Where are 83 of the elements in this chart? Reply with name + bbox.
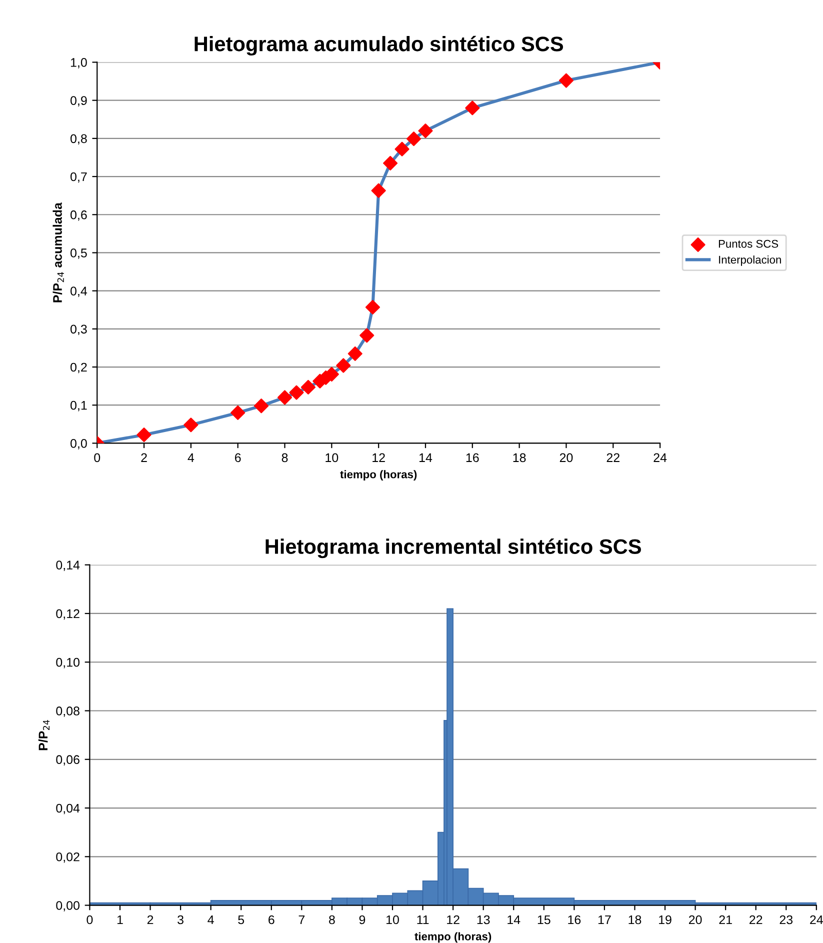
x-tick-label: 7 [298,915,305,924]
x-axis-title: tiempo (horas) [340,470,417,480]
point [371,183,386,198]
y-tick-label: 0,1 [70,400,87,412]
point [394,142,410,156]
x-tick-label: 22 [750,915,762,924]
point [383,156,398,170]
point [277,390,292,405]
x-tick-label: 22 [606,453,620,462]
x-tick-label: 24 [810,915,823,924]
x-tick-label: 24 [654,453,667,462]
x-tick-label: 11 [417,915,429,924]
y-tick-label: 0,08 [56,706,80,717]
x-tick-label: 10 [326,453,338,462]
y-tick-label: 0,4 [70,286,88,297]
x-tick-label: 5 [238,915,244,924]
x-tick-label: 2 [147,915,154,924]
point [230,405,246,420]
point [184,418,198,432]
x-tick-label: 9 [359,915,366,924]
y-axis-title: P/P$_{24}$ [38,720,50,750]
point [136,428,152,442]
point [418,124,433,138]
point [289,385,304,400]
x-tick-label: 13 [477,915,490,924]
x-tick-label: 12 [372,453,385,462]
x-tick-label: 16 [568,915,581,924]
y-tick-label: 0,10 [56,658,80,668]
x-tick-label: 10 [386,915,399,924]
x-tick-label: 1 [117,915,123,924]
point [465,100,480,116]
x-tick-label: 17 [598,915,611,924]
y-tick-label: 0,0 [70,439,87,450]
y-tick-label: 0,3 [70,324,87,336]
x-tick-label: 23 [780,915,793,924]
x-tick-label: 20 [560,453,573,462]
x-tick-label: 16 [466,453,479,462]
y-tick-label: 1,0 [70,58,87,68]
y-tick-label: 0,7 [70,172,87,183]
point [360,328,374,343]
x-tick-label: 18 [628,915,642,924]
x-tick-label: 18 [513,453,526,462]
x-tick-label: 19 [659,915,672,924]
point [300,380,316,394]
point [254,398,269,414]
y-tick-label: 0,02 [56,852,80,863]
y-tick-label: 0,06 [56,755,80,766]
x-tick-label: 14 [419,453,432,462]
y-axis-title: P/P$_{24}$ acumulada [52,202,64,302]
x-tick-label: 4 [188,453,194,462]
point [348,346,362,361]
y-tick-label: 0,00 [56,901,80,912]
y-tick-label: 0,8 [70,134,87,145]
y-tick-label: 0,5 [70,248,87,259]
point [365,300,380,314]
point [406,132,422,146]
x-tick-label: 15 [538,915,550,924]
x-tick-label: 0 [86,915,93,924]
x-tick-label: 3 [178,915,184,924]
legend-label: Interpolacion [719,256,781,266]
chart-title: Hietograma incremental sintético SCS [266,538,641,558]
x-tick-label: 2 [141,453,147,462]
x-tick-label: 21 [719,915,732,924]
y-tick-label: 0,6 [70,210,87,221]
y-tick-label: 0,14 [56,560,80,571]
x-tick-label: 6 [235,453,241,462]
legend-label: Puntos SCS [718,240,778,248]
y-tick-label: 0,12 [56,609,80,620]
y-tick-label: 0,04 [56,804,80,814]
y-tick-label: 0,2 [70,362,87,374]
x-tick-label: 0 [94,453,100,462]
point [336,358,351,373]
x-tick-label: 14 [508,915,520,924]
chart-title: Hietograma acumulado sintético SCS [194,36,564,56]
y-tick-label: 0,9 [70,96,87,106]
x-tick-label: 20 [688,915,702,924]
x-tick-label: 12 [447,915,460,924]
x-tick-label: 8 [282,453,288,462]
x-tick-label: 8 [329,915,335,924]
x-tick-label: 6 [268,915,274,924]
x-tick-label: 4 [208,915,214,924]
point [558,73,574,88]
x-axis-title: tiempo (horas) [414,932,492,943]
